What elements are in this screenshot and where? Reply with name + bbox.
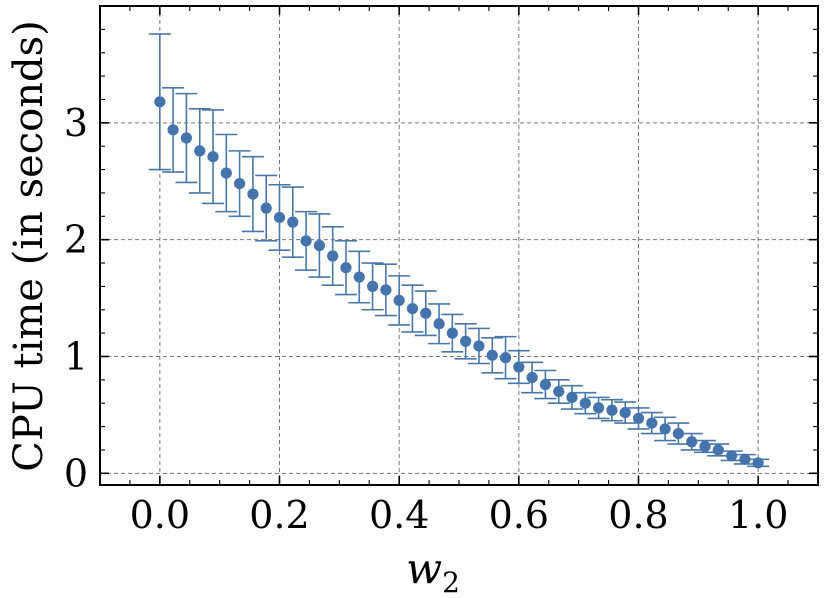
x-tick-label: 1.0 [728,493,788,537]
data-point [247,188,259,200]
data-point [646,417,658,429]
data-point [420,307,432,319]
data-point [752,457,764,469]
data-point [446,327,458,339]
data-point [606,404,618,416]
data-point [353,271,365,283]
x-tick-label: 0.6 [489,493,549,537]
data-point [180,132,192,144]
x-tick-label: 0.8 [608,493,668,537]
data-point [273,211,286,224]
data-point [539,378,551,391]
data-point [327,250,339,262]
x-axis-label-main: w [406,544,442,593]
data-point [619,406,631,419]
data-point [632,412,645,425]
data-point [553,385,565,398]
data-point [233,177,246,190]
data-point [473,340,485,352]
tick-labels: 0.0 0.2 0.4 0.6 0.8 1.0 0 1 2 3 [64,101,789,537]
data-point [380,284,392,296]
data-point [699,440,711,453]
plot-frame [99,5,819,486]
data-point [460,335,472,347]
y-tick-label: 3 [64,101,88,145]
data-point [287,216,299,228]
data-point [313,239,326,252]
data-point [672,427,685,440]
y-tick-label: 0 [64,451,88,495]
data-point [340,262,352,274]
data-point [592,402,605,414]
data-point [579,397,591,409]
data-point [726,450,738,462]
data-point [194,145,206,157]
y-tick-label: 1 [64,334,88,378]
data-point [207,151,219,163]
data-point [393,294,405,307]
data-point [154,96,166,108]
data-point [486,349,498,361]
data-point [659,423,671,435]
x-tick-label: 0.0 [130,493,190,537]
x-axis-label: w2 [406,544,460,598]
x-tick-label: 0.4 [369,493,429,537]
data-point [433,318,445,330]
data-point [739,453,751,465]
data-point [260,202,272,214]
data-point [686,436,698,448]
data-point [526,371,538,384]
data-point [499,352,512,364]
data-point [167,124,179,136]
data-point [406,302,419,315]
x-axis-label-subscript: 2 [442,566,460,598]
data-point [220,167,232,179]
data-point [513,361,525,373]
data-point [566,391,578,403]
data-point [712,444,724,456]
y-axis-label: CPU time (in seconds) [6,20,52,471]
y-tick-label: 2 [64,218,88,262]
data-point [300,235,312,247]
x-tick-label: 0.2 [249,493,309,537]
axis-ticks [100,6,818,485]
grid-lines [100,6,818,485]
data-series [148,33,770,469]
data-point [367,280,379,292]
